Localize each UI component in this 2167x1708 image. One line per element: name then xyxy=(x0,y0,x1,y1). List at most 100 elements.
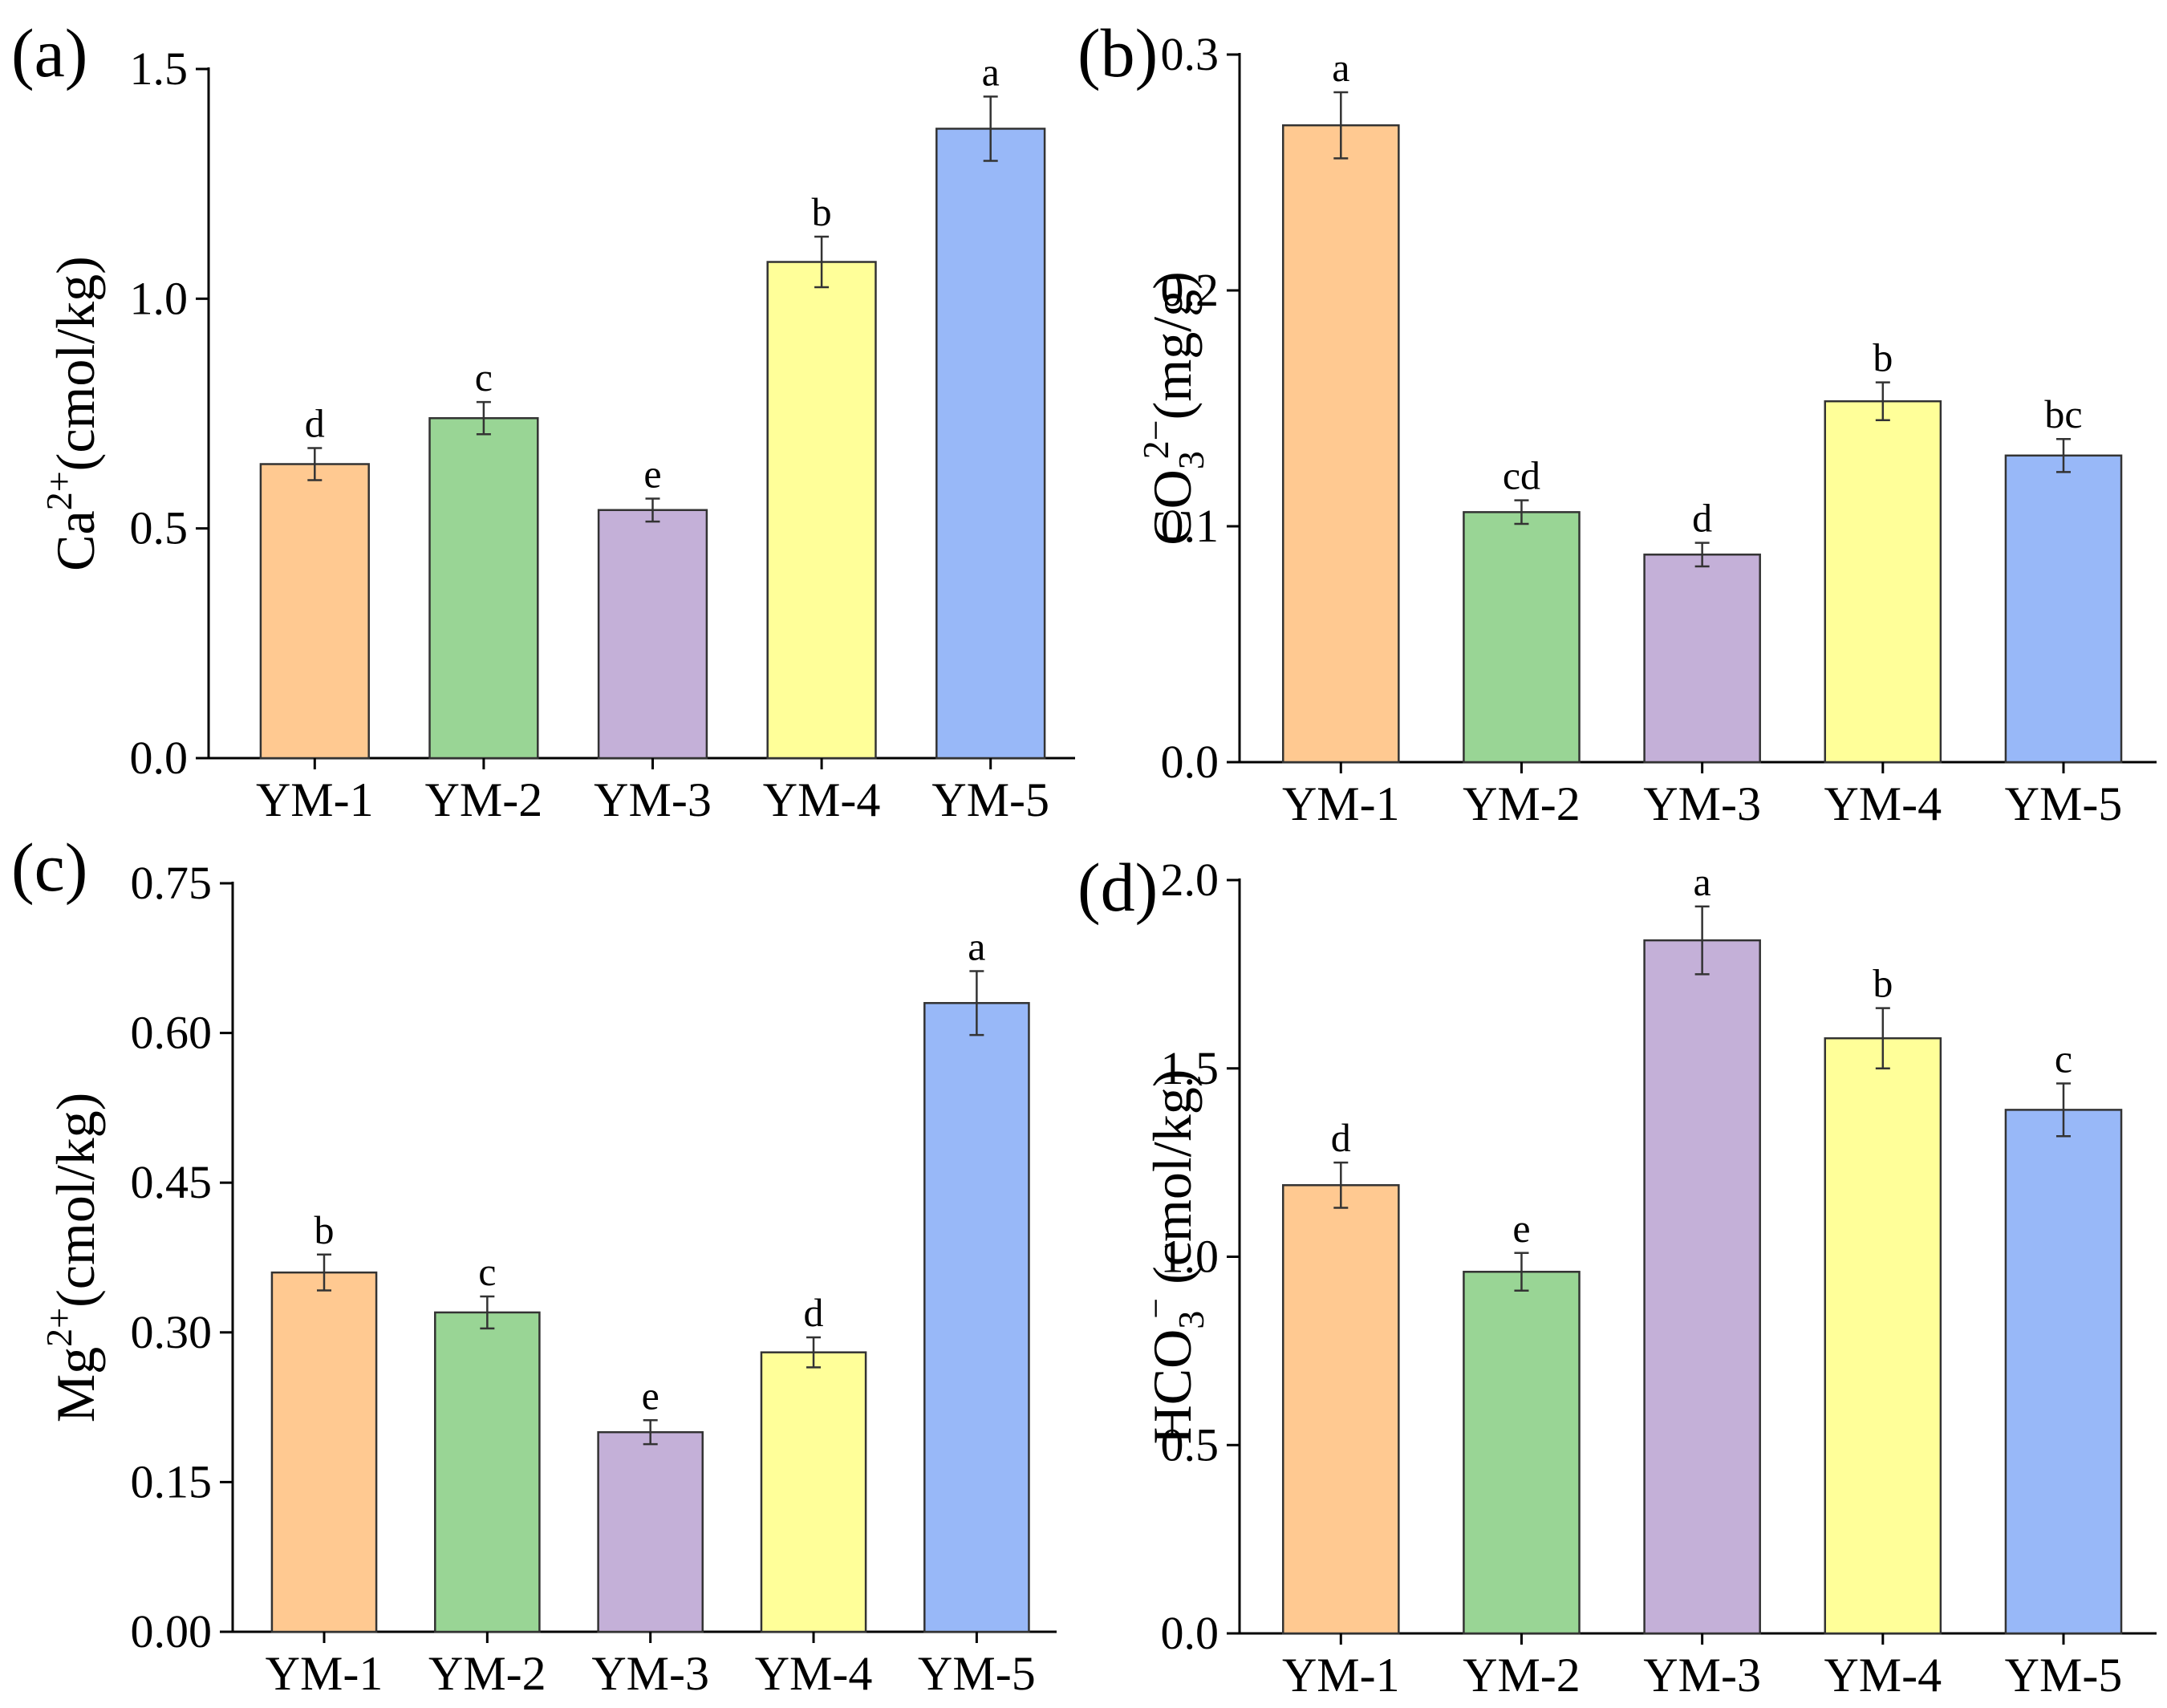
y-label-unit: (cmol/kg) xyxy=(1142,1069,1203,1298)
bar xyxy=(597,1430,704,1633)
significance-letter: b xyxy=(1873,335,1893,380)
bar xyxy=(760,1351,867,1633)
y-tick-label: 0.3 xyxy=(1161,28,1219,80)
panel-c: (c) 0.00 0.15 0.30 0.45 0.60 0.75 b YM-1 c YM-2 e YM… xyxy=(11,829,1057,1700)
significance-letter: c xyxy=(475,355,493,400)
bar xyxy=(1643,939,1761,1635)
x-tick-label: YM-5 xyxy=(918,1647,1036,1700)
y-tick-label: 0.5 xyxy=(130,502,189,554)
y-label-species: CO xyxy=(1142,469,1203,545)
y-label-species: Ca xyxy=(45,510,106,571)
bar xyxy=(1281,124,1400,764)
y-tick-label: 1.5 xyxy=(130,43,189,95)
y-axis-label: CO32−(mg/g) xyxy=(1135,271,1211,546)
x-tick-label: YM-4 xyxy=(1824,777,1942,830)
x-tick-label: YM-5 xyxy=(2005,1649,2123,1702)
y-tick-label: 1.0 xyxy=(1161,1231,1219,1283)
significance-letter: d xyxy=(1692,496,1712,541)
panel-label: (b) xyxy=(1077,14,1158,91)
bar xyxy=(597,509,708,760)
y-label-subscript: 3 xyxy=(1171,1311,1211,1329)
bar xyxy=(259,463,370,760)
y-tick-label: 1.5 xyxy=(1161,1042,1219,1094)
y-label-superscript: 2+ xyxy=(39,471,79,510)
significance-letter: e xyxy=(1512,1206,1530,1251)
x-tick-label: YM-4 xyxy=(1824,1649,1942,1702)
bar xyxy=(766,261,877,760)
y-tick-label: 1.0 xyxy=(130,272,189,324)
bar xyxy=(923,1002,1030,1633)
bar xyxy=(2004,454,2123,764)
x-tick-label: YM-3 xyxy=(1643,777,1761,830)
bar xyxy=(428,416,539,760)
panel-label: (c) xyxy=(11,829,87,906)
y-label-subscript: 3 xyxy=(1171,451,1211,469)
significance-letter: b xyxy=(314,1207,334,1252)
y-label-unit: (cmol/kg) xyxy=(45,1093,106,1308)
x-tick-label: YM-5 xyxy=(931,773,1049,826)
y-axis-label: Ca2+(cmol/kg) xyxy=(39,256,106,571)
significance-letter: c xyxy=(478,1249,496,1294)
significance-letter: a xyxy=(982,49,1000,94)
y-tick-label: 0.0 xyxy=(1161,1607,1219,1659)
x-tick-label: YM-1 xyxy=(1282,1649,1400,1702)
y-tick-label: 0.15 xyxy=(131,1455,213,1507)
y-tick-label: 0.00 xyxy=(131,1605,213,1657)
x-tick-label: YM-4 xyxy=(755,1647,873,1700)
y-label-unit: (mg/g) xyxy=(1142,271,1203,420)
x-tick-label: YM-5 xyxy=(2005,777,2123,830)
y-label-species: Mg xyxy=(45,1347,106,1422)
bar xyxy=(1643,554,1761,764)
y-tick-label: 0.60 xyxy=(131,1007,213,1059)
bar xyxy=(1824,1037,1942,1635)
x-tick-label: YM-2 xyxy=(425,773,543,826)
significance-letter: c xyxy=(2055,1037,2072,1081)
bar xyxy=(935,128,1046,760)
panel-label: (d) xyxy=(1077,849,1158,926)
bar xyxy=(270,1271,378,1633)
y-tick-label: 0.1 xyxy=(1161,500,1219,552)
significance-letter: a xyxy=(1332,45,1349,90)
y-label-superscript: − xyxy=(1135,1298,1176,1319)
y-label-superscript: 2− xyxy=(1135,420,1176,459)
bar xyxy=(1824,400,1942,764)
y-tick-label: 0.0 xyxy=(130,732,189,784)
bar xyxy=(2004,1109,2123,1635)
panel-label: (a) xyxy=(11,14,87,91)
significance-letter: bc xyxy=(2044,392,2082,436)
y-tick-label: 0.5 xyxy=(1161,1418,1219,1471)
significance-letter: d xyxy=(1331,1115,1351,1160)
y-label-unit: (cmol/kg) xyxy=(45,256,106,471)
significance-letter: cd xyxy=(1503,453,1540,498)
y-tick-label: 0.75 xyxy=(131,857,213,909)
x-tick-label: YM-1 xyxy=(256,773,374,826)
panel-d: (d) 0.0 0.5 1.0 1.5 2.0 d YM-1 e YM-2 a YM-3 b YM-4 c Y… xyxy=(1077,849,2157,1702)
x-tick-label: YM-1 xyxy=(266,1647,383,1700)
y-tick-label: 0.2 xyxy=(1161,264,1219,316)
x-tick-label: YM-4 xyxy=(763,773,881,826)
y-tick-label: 0.45 xyxy=(131,1156,213,1208)
x-tick-label: YM-3 xyxy=(594,773,712,826)
x-tick-label: YM-1 xyxy=(1282,777,1400,830)
x-tick-label: YM-2 xyxy=(1463,1649,1581,1702)
significance-letter: a xyxy=(1694,859,1711,904)
bar xyxy=(1281,1184,1400,1635)
y-axis-label: HCO3− (cmol/kg) xyxy=(1135,1069,1211,1445)
significance-letter: e xyxy=(642,1373,659,1418)
x-tick-label: YM-2 xyxy=(428,1647,546,1700)
y-label-species: HCO xyxy=(1142,1329,1203,1445)
x-tick-label: YM-3 xyxy=(591,1647,709,1700)
significance-letter: d xyxy=(804,1290,824,1335)
bar xyxy=(1463,1271,1581,1635)
significance-letter: b xyxy=(1873,961,1893,1006)
significance-letter: b xyxy=(812,189,832,234)
y-tick-label: 2.0 xyxy=(1161,854,1219,906)
y-tick-label: 0.30 xyxy=(131,1306,213,1358)
bar xyxy=(434,1311,541,1633)
y-label-superscript: 2+ xyxy=(39,1308,79,1347)
y-axis-label: Mg2+(cmol/kg) xyxy=(39,1093,106,1423)
panel-b: (b) 0.0 0.1 0.2 0.3 a YM-1 cd YM-2 d YM-3 b YM-4 bc YM… xyxy=(1077,14,2157,830)
significance-letter: e xyxy=(643,451,661,496)
x-tick-label: YM-3 xyxy=(1643,1649,1761,1702)
